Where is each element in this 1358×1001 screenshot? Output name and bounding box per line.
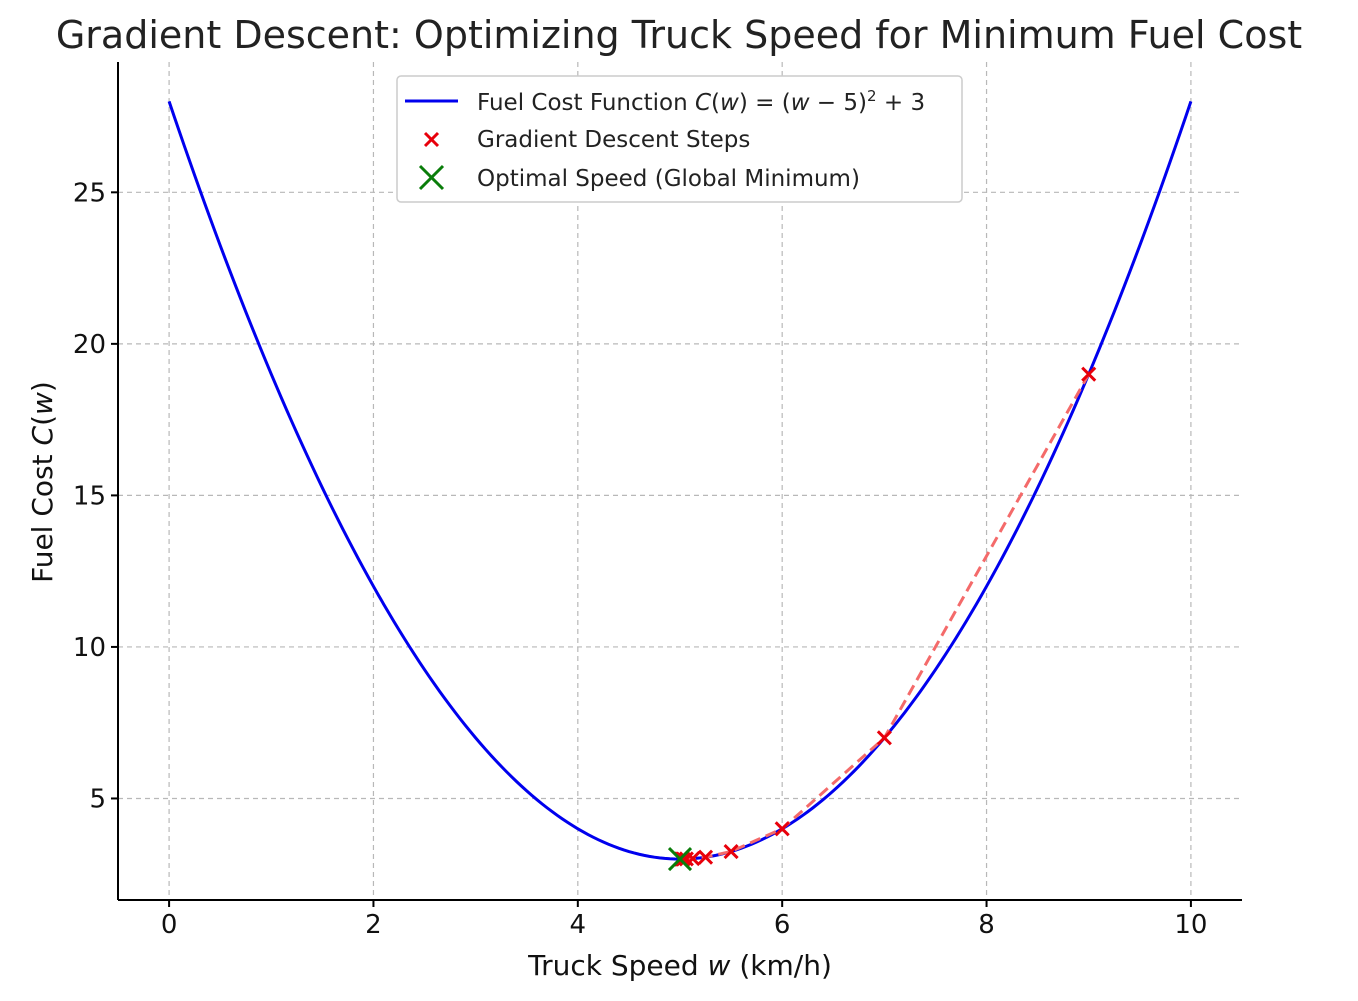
legend-step-marker: [423, 131, 440, 148]
x-tick-label: 4: [570, 910, 587, 940]
descent-step-stroke: [1081, 366, 1097, 382]
optimum-marker: [667, 847, 693, 872]
legend-optimum-marker: [418, 164, 445, 191]
legend-label-steps: Gradient Descent Steps: [477, 127, 750, 153]
descent-step-stroke: [723, 843, 739, 860]
descent-step-stroke: [697, 849, 714, 865]
legend: Fuel Cost Function C(w) = (w − 5)2 + 3 G…: [396, 75, 963, 203]
x-tick-label: 2: [365, 910, 382, 940]
x-tick-label: 8: [978, 910, 995, 940]
descent-step-marker: [774, 821, 790, 837]
descent-step-stroke: [774, 821, 790, 837]
descent-step-marker: [723, 843, 739, 860]
y-tick-label: 15: [73, 481, 106, 511]
chart-title: Gradient Descent: Optimizing Truck Speed…: [56, 13, 1302, 57]
ticks: 0 2 4 6 8 10 5 10 15 20 25: [73, 178, 1208, 940]
legend-label-cost-function: Fuel Cost Function C(w) = (w − 5)2 + 3: [477, 87, 925, 116]
y-axis-label: Fuel Cost C(w): [26, 381, 59, 583]
legend-box: [396, 75, 963, 203]
plot-area: [167, 100, 1193, 872]
legend-label-optimum: Optimal Speed (Global Minimum): [477, 166, 860, 192]
x-axis-label: Truck Speed w (km/h): [527, 949, 832, 982]
y-tick-label: 25: [73, 178, 106, 208]
y-tick-label: 5: [89, 784, 106, 814]
cost-function-line: [167, 100, 1193, 861]
optimum-stroke: [667, 847, 693, 872]
descent-step-stroke: [678, 851, 694, 867]
descent-step-stroke: [876, 730, 892, 746]
x-tick-label: 0: [161, 910, 178, 940]
descent-path-line: [680, 373, 1091, 861]
x-tick-label: 6: [774, 910, 791, 940]
y-tick-label: 20: [73, 330, 106, 360]
descent-step-marker: [876, 730, 892, 746]
x-tick-label: 10: [1174, 910, 1207, 940]
axes: [117, 62, 1242, 901]
descent-step-marker: [697, 849, 714, 865]
y-tick-label: 10: [73, 633, 106, 663]
descent-step-marker: [1081, 366, 1097, 382]
descent-step-marker: [678, 851, 694, 867]
